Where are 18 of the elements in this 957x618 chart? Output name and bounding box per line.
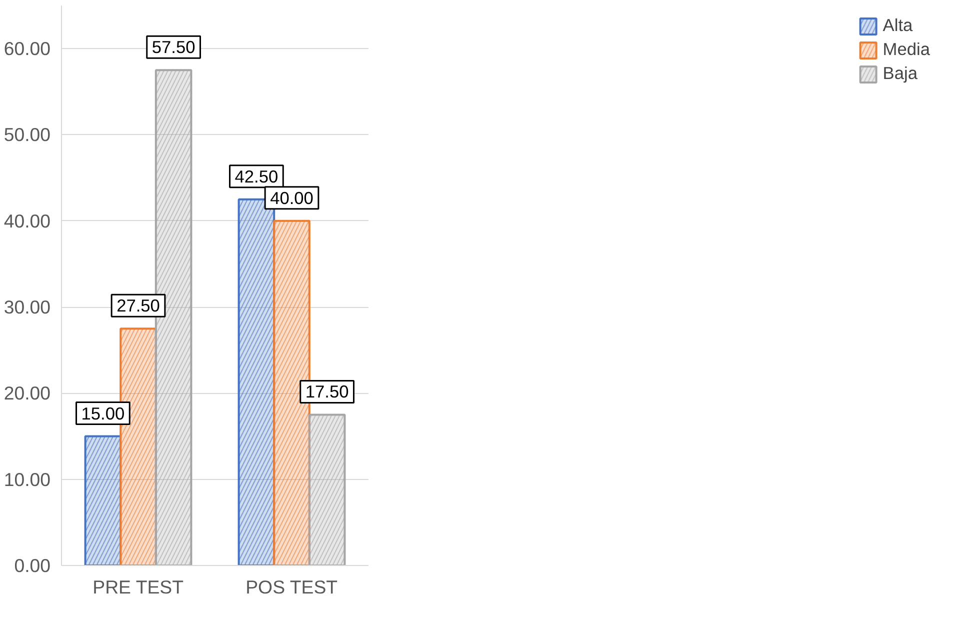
y-tick-label: 30.00: [4, 296, 50, 318]
legend-label: Baja: [882, 63, 918, 84]
x-tick-label: POS TEST: [246, 576, 338, 598]
y-tick-label: 20.00: [4, 382, 50, 404]
data-label: 57.50: [152, 37, 196, 58]
y-tick-label: 50.00: [4, 124, 50, 146]
y-tick-label: 60.00: [4, 38, 50, 60]
data-label: 15.00: [81, 403, 125, 424]
data-label: 40.00: [270, 188, 314, 208]
legend-label: Alta: [882, 15, 913, 36]
data-label: 42.50: [234, 166, 278, 186]
data-label: 17.50: [305, 382, 349, 402]
y-tick-label: 10.00: [4, 468, 50, 490]
y-tick-label: 40.00: [4, 210, 50, 232]
y-tick-label: 0.00: [14, 555, 50, 576]
data-label: 27.50: [116, 296, 160, 316]
x-tick-label: PRE TEST: [92, 576, 184, 598]
legend-label: Media: [882, 39, 930, 60]
